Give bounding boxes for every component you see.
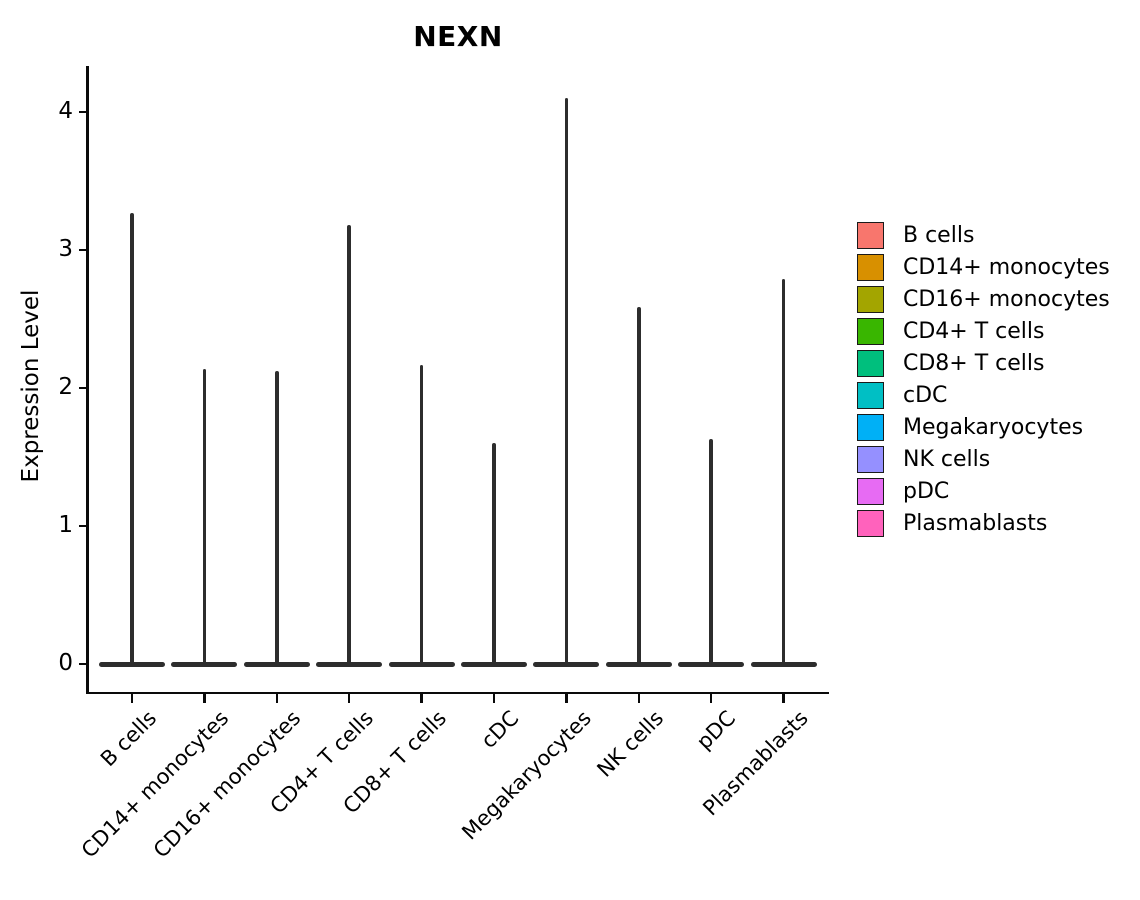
violin-base-plasmablasts <box>750 661 817 667</box>
y-tick-label-2: 2 <box>58 374 73 400</box>
violin-base-pdc <box>678 661 745 667</box>
violin-base-cd14-monocytes <box>171 661 238 667</box>
legend-swatch-cd8-t-cells <box>857 350 884 377</box>
legend-label-cdc: cDC <box>903 383 948 408</box>
violin-spike-megakaryocytes <box>564 98 569 667</box>
violin-base-cd8-t-cells <box>388 661 455 667</box>
violin-base-cdc <box>461 661 527 667</box>
violin-base-cd16-monocytes <box>243 661 310 667</box>
x-tick-mark-pdc <box>709 694 713 703</box>
y-tick-mark-3 <box>79 248 88 252</box>
x-tick-mark-plasmablasts <box>782 694 785 703</box>
violin-spike-cd8-t-cells <box>419 364 424 667</box>
x-label-pdc: pDC <box>691 706 741 755</box>
x-tick-mark-cd8-t-cells <box>420 694 423 703</box>
violin-base-megakaryocytes <box>533 661 600 667</box>
legend-swatch-nk-cells <box>857 446 884 473</box>
legend-swatch-plasmablasts <box>857 510 884 537</box>
violin-spike-cdc <box>492 443 496 667</box>
legend-label-cd14-monocytes: CD14+ monocytes <box>903 255 1110 280</box>
y-tick-label-4: 4 <box>58 98 73 124</box>
violin-spike-pdc <box>709 439 713 667</box>
y-tick-label-3: 3 <box>58 236 73 262</box>
y-tick-label-1: 1 <box>58 512 73 538</box>
legend-swatch-megakaryocytes <box>857 414 884 441</box>
legend-swatch-cd14-monocytes <box>857 254 884 281</box>
x-tick-mark-nk-cells <box>637 694 641 703</box>
violin-spike-cd16-monocytes <box>275 371 279 667</box>
violin-spike-cd4-t-cells <box>347 225 351 667</box>
y-axis-line <box>86 66 89 694</box>
violin-base-b-cells <box>99 661 165 667</box>
violin-spike-plasmablasts <box>781 278 786 667</box>
x-axis-line <box>86 691 829 694</box>
legend-swatch-pdc <box>857 478 884 505</box>
x-label-b-cells: B cells <box>95 706 161 772</box>
x-tick-mark-b-cells <box>130 694 134 703</box>
legend-label-cd8-t-cells: CD8+ T cells <box>903 351 1045 376</box>
x-label-nk-cells: NK cells <box>591 706 668 782</box>
x-label-cdc: cDC <box>476 706 523 753</box>
y-tick-mark-0 <box>79 662 88 666</box>
x-label-megakaryocytes: Megakaryocytes <box>456 706 596 845</box>
violin-base-nk-cells <box>605 661 672 667</box>
legend-label-plasmablasts: Plasmablasts <box>903 511 1048 536</box>
y-tick-mark-4 <box>79 110 88 114</box>
legend-label-nk-cells: NK cells <box>903 447 991 472</box>
violin-base-cd4-t-cells <box>316 661 383 667</box>
y-tick-mark-1 <box>79 524 88 528</box>
legend-label-b-cells: B cells <box>903 223 975 248</box>
legend-swatch-b-cells <box>857 222 884 249</box>
legend-swatch-cd4-t-cells <box>857 318 884 345</box>
legend-label-cd4-t-cells: CD4+ T cells <box>903 319 1045 344</box>
legend-swatch-cd16-monocytes <box>857 286 884 313</box>
x-tick-mark-cd4-t-cells <box>347 694 351 703</box>
x-tick-mark-cdc <box>492 694 496 703</box>
x-tick-mark-cd14-monocytes <box>203 694 206 703</box>
y-tick-mark-2 <box>79 386 88 390</box>
y-tick-label-0: 0 <box>58 650 73 676</box>
legend-label-megakaryocytes: Megakaryocytes <box>903 415 1084 440</box>
x-tick-mark-megakaryocytes <box>565 694 568 703</box>
x-tick-mark-cd16-monocytes <box>275 694 279 703</box>
legend-swatch-cdc <box>857 382 884 409</box>
violin-spike-nk-cells <box>637 306 641 667</box>
legend-label-pdc: pDC <box>903 479 950 504</box>
violin-spike-cd14-monocytes <box>202 368 207 667</box>
chart-title: NEXN <box>413 20 503 53</box>
violin-spike-b-cells <box>130 212 134 667</box>
legend-label-cd16-monocytes: CD16+ monocytes <box>903 287 1110 312</box>
